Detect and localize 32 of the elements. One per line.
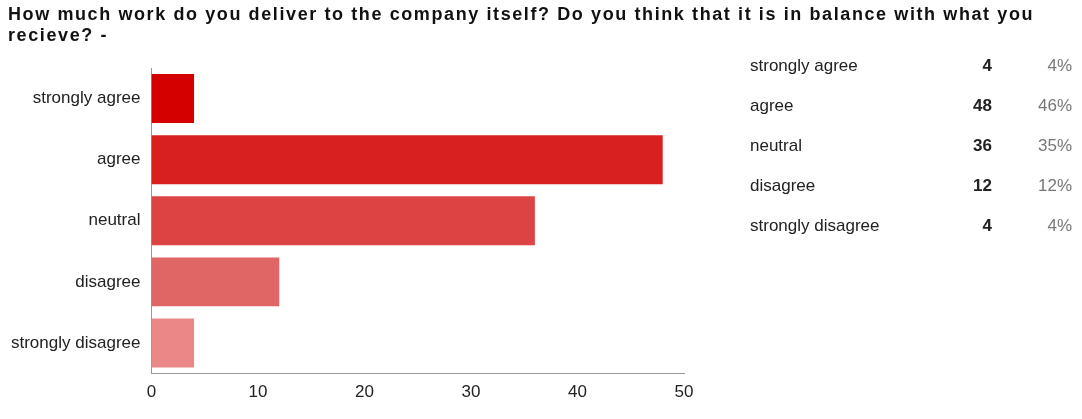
text: agree — [750, 95, 794, 115]
text: 12 — [973, 175, 992, 195]
x-tick-label: 20 — [355, 382, 374, 402]
bar — [151, 318, 195, 368]
chart-title: How much work do you deliver to the company itself? Do you think that it is in balance with what you recieve? - — [8, 4, 1036, 46]
text: 48 — [973, 95, 992, 115]
y-tick-label: strongly disagree — [10, 332, 141, 352]
text: 35% — [1037, 135, 1072, 155]
bar — [151, 74, 195, 124]
text: strongly agree — [750, 55, 858, 75]
bar — [151, 135, 663, 185]
y-tick-label: disagree — [75, 271, 141, 291]
x-tick-label: 10 — [248, 382, 268, 402]
text: disagree — [750, 175, 816, 195]
text: 4% — [1047, 55, 1072, 75]
text: 4% — [1047, 215, 1072, 235]
bar — [151, 196, 535, 246]
text: 4 — [982, 55, 993, 75]
text: 4 — [982, 215, 993, 235]
text: 46% — [1037, 95, 1072, 115]
text: neutral — [750, 135, 802, 155]
text: 36 — [973, 135, 992, 155]
x-tick-label: 30 — [461, 382, 481, 402]
x-tick-label: 0 — [146, 382, 157, 402]
text: strongly disagree — [750, 215, 880, 235]
y-tick-label: neutral — [88, 210, 141, 230]
y-tick-label: agree — [96, 149, 141, 169]
y-tick-label: strongly agree — [32, 88, 141, 108]
text: 12% — [1037, 175, 1072, 195]
bar — [151, 257, 280, 307]
x-tick-label: 40 — [568, 382, 587, 402]
x-tick-label: 50 — [674, 382, 694, 402]
